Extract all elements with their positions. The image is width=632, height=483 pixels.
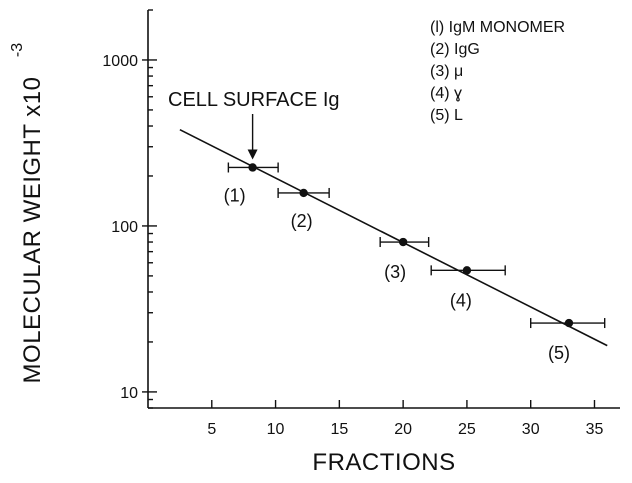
x-axis-title: FRACTIONS [312, 449, 455, 476]
fit-line-group [179, 128, 608, 347]
legend-entry: (5) L [430, 107, 463, 124]
regression-line [179, 128, 608, 347]
data-point [248, 163, 257, 172]
point-label: (2) [291, 211, 313, 231]
x-tick-label: 30 [522, 421, 540, 438]
point-label: (5) [548, 343, 570, 363]
x-tick-label: 10 [267, 421, 285, 438]
y-axis-title: MOLECULAR WEIGHT x10 [19, 77, 46, 384]
x-tick-label: 25 [458, 421, 476, 438]
annotation-arrow-head [247, 149, 258, 160]
annotation-group: CELL SURFACE Ig [168, 89, 340, 160]
point-label: (3) [384, 262, 406, 282]
data-point-group: (4) [430, 265, 506, 310]
data-point [398, 237, 408, 247]
y-axis-title-exponent: -3 [9, 43, 26, 57]
legend-entry: (2) IgG [430, 41, 480, 58]
legend-entry: (4) ɣ [430, 85, 462, 102]
data-point-group: (5) [530, 318, 606, 363]
y-tick-label: 1000 [102, 53, 138, 70]
point-label: (4) [450, 290, 472, 310]
x-tick-label: 15 [330, 421, 348, 438]
y-tick-label: 100 [111, 219, 138, 236]
data-point [299, 188, 308, 198]
point-label: (1) [224, 185, 246, 205]
y-ticks: 10 100 1000 [102, 9, 157, 409]
legend-entry: (l) IgM MONOMER [430, 19, 565, 36]
data-point-group: (3) [379, 237, 430, 282]
data-point-group: (1) [224, 162, 279, 205]
data-point [462, 266, 472, 275]
y-tick-label: 10 [120, 385, 138, 402]
data-point [564, 318, 574, 328]
x-tick-label: 20 [394, 421, 412, 438]
legend: (l) IgM MONOMER (2) IgG (3) μ (4) ɣ (5) L [430, 19, 565, 124]
y-axis-title-group: MOLECULAR WEIGHT x10 -3 [9, 43, 46, 384]
annotation-label: CELL SURFACE Ig [168, 89, 340, 111]
x-tick-label: 5 [207, 421, 216, 438]
legend-entry: (3) μ [430, 63, 463, 80]
data-points: (1) (2) (3) (4) (5) [224, 162, 606, 363]
x-tick-label: 35 [586, 421, 604, 438]
x-ticks: 5 10 15 20 25 30 35 [207, 400, 603, 438]
data-point-group: (2) [277, 187, 330, 231]
